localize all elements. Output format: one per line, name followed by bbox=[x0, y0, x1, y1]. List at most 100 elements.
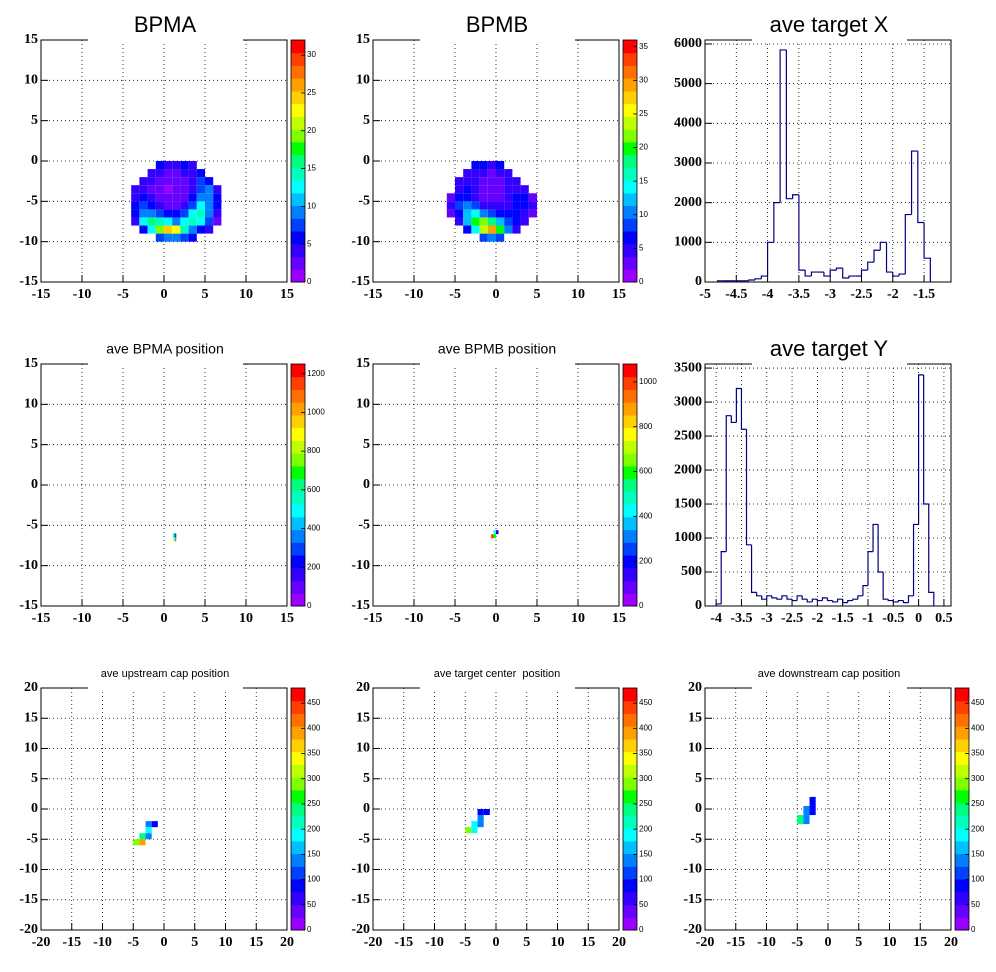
title-box bbox=[752, 658, 907, 689]
x-tick-label: -10 bbox=[93, 935, 112, 950]
colorbar-step bbox=[623, 129, 637, 143]
hist-bin bbox=[823, 272, 831, 277]
heat-cell bbox=[147, 225, 156, 234]
colorbar-step bbox=[291, 504, 305, 518]
heat-cell bbox=[213, 193, 222, 202]
y-tick-label: 2500 bbox=[674, 428, 702, 443]
x-tick-label: -5 bbox=[117, 287, 129, 302]
heat-cell bbox=[465, 827, 472, 834]
x-tick-label: -3.5 bbox=[788, 287, 810, 302]
y-tick-label: 0 bbox=[31, 801, 38, 816]
colorbar-step bbox=[623, 802, 637, 816]
y-tick-label: 500 bbox=[681, 564, 702, 579]
colorbar-step bbox=[623, 751, 637, 765]
z-tick-label: 800 bbox=[639, 422, 653, 431]
y-tick-label: 3500 bbox=[674, 360, 702, 375]
x-tick-label: -10 bbox=[73, 611, 92, 626]
x-tick-label: 10 bbox=[239, 287, 253, 302]
colorbar-step bbox=[623, 866, 637, 880]
colorbar-step bbox=[623, 593, 637, 607]
heat-cell bbox=[446, 193, 455, 202]
x-tick-label: 5 bbox=[202, 287, 209, 302]
heat-cell bbox=[180, 201, 189, 210]
heat-cell bbox=[487, 217, 496, 226]
x-tick-label: -15 bbox=[364, 287, 383, 302]
heat-cell bbox=[147, 193, 156, 202]
heat-cell bbox=[479, 233, 488, 242]
colorbar-step bbox=[623, 688, 637, 702]
heat-cell bbox=[528, 193, 537, 202]
heat-cell bbox=[164, 225, 173, 234]
hist-bin bbox=[730, 415, 737, 424]
colorbar-step bbox=[291, 440, 305, 454]
heat-cell bbox=[180, 225, 189, 234]
y-tick-label: -10 bbox=[351, 862, 370, 877]
hist-bin bbox=[842, 599, 848, 604]
y-tick-label: 0 bbox=[363, 477, 370, 492]
x-tick-label: -3 bbox=[761, 611, 773, 626]
y-tick-label: -15 bbox=[351, 598, 370, 613]
colorbar-step bbox=[955, 904, 969, 918]
heat-cell bbox=[164, 233, 173, 242]
heat-cell bbox=[172, 233, 181, 242]
hist-bin bbox=[923, 222, 931, 282]
colorbar-step bbox=[955, 700, 969, 714]
y-tick-label: 0 bbox=[31, 153, 38, 168]
heat-cell bbox=[188, 161, 197, 170]
x-tick-label: -15 bbox=[726, 935, 745, 950]
heat-cell bbox=[213, 209, 222, 218]
title-box bbox=[88, 334, 243, 365]
heat-cell bbox=[151, 821, 158, 828]
x-tick-label: 0 bbox=[161, 935, 168, 950]
panel-title: ave BPMA position bbox=[106, 341, 224, 357]
x-tick-label: -15 bbox=[62, 935, 81, 950]
hist-bin bbox=[725, 415, 732, 552]
hist-bin bbox=[892, 272, 900, 277]
hist-bin bbox=[791, 599, 798, 602]
hist-bin bbox=[806, 599, 813, 603]
heat-cell bbox=[147, 201, 156, 210]
colorbar-step bbox=[291, 465, 305, 480]
colorbar-step bbox=[291, 828, 305, 842]
heat-cell bbox=[139, 217, 148, 226]
y-tick-label: 2000 bbox=[674, 195, 702, 210]
colorbar-step bbox=[623, 828, 637, 842]
colorbar-step bbox=[623, 167, 637, 181]
heat-cell bbox=[180, 209, 189, 218]
colorbar-step bbox=[623, 90, 637, 105]
heat-cell bbox=[520, 185, 529, 194]
y-tick-label: 10 bbox=[356, 741, 370, 756]
heat-cell bbox=[155, 217, 164, 226]
heat-cell bbox=[528, 209, 537, 218]
colorbar-step bbox=[623, 65, 637, 79]
y-tick-label: 0 bbox=[31, 477, 38, 492]
heat-cell bbox=[173, 533, 175, 538]
hist-bin bbox=[902, 600, 909, 604]
heat-cell bbox=[491, 534, 494, 539]
title-box bbox=[420, 658, 575, 689]
colorbar-step bbox=[623, 491, 637, 505]
colorbar-step bbox=[291, 688, 305, 702]
z-tick-label: 0 bbox=[307, 277, 312, 286]
heat-cell bbox=[496, 530, 499, 535]
heat-cell bbox=[487, 177, 496, 186]
heat-cell bbox=[188, 225, 197, 234]
hist-bin bbox=[786, 595, 793, 600]
heat-cell bbox=[479, 225, 488, 234]
heat-cell bbox=[139, 177, 148, 186]
heat-cell bbox=[512, 201, 521, 210]
heat-cell bbox=[477, 815, 484, 822]
heat-cell bbox=[463, 169, 472, 178]
heat-cell bbox=[155, 185, 164, 194]
heat-cell bbox=[496, 225, 505, 234]
hist-bin bbox=[810, 271, 818, 277]
y-tick-label: 6000 bbox=[674, 36, 702, 51]
colorbar-step bbox=[955, 726, 969, 740]
heat-cell bbox=[188, 217, 197, 226]
hist-bin bbox=[852, 598, 858, 601]
panel-title: ave downstream cap position bbox=[758, 668, 900, 680]
x-tick-label: 0 bbox=[825, 935, 832, 950]
hist-bin bbox=[792, 194, 799, 199]
colorbar-step bbox=[291, 917, 305, 931]
panel-title: BPMA bbox=[134, 12, 197, 37]
